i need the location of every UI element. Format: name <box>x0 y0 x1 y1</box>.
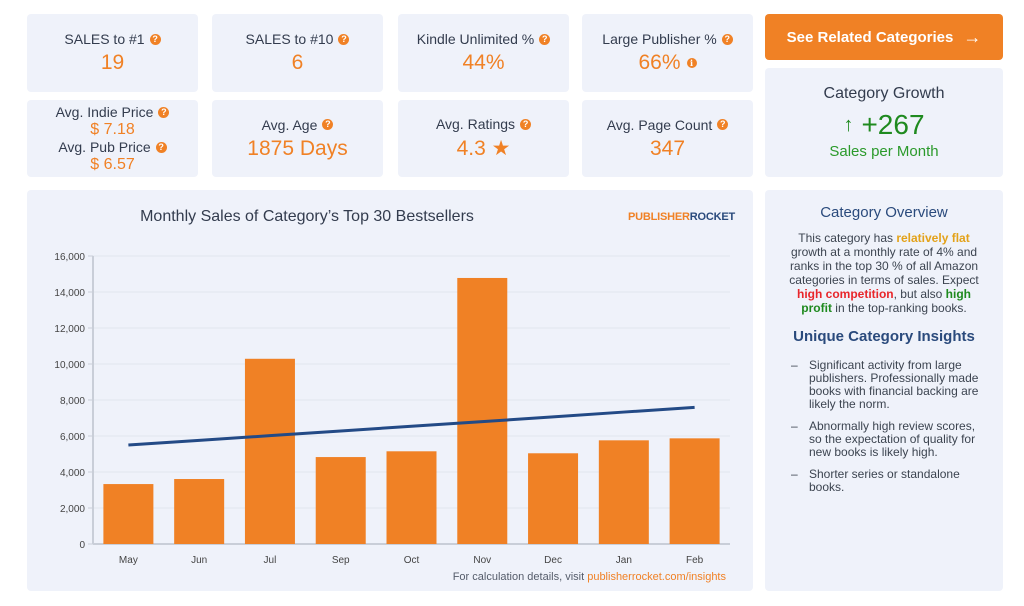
x-tick-label: Sep <box>332 555 350 566</box>
y-tick-label: 6,000 <box>60 432 85 443</box>
stat-label: Avg. Ratings <box>435 116 516 132</box>
stat-card-avg-ratings: Avg. Ratings? 4.3 ★ <box>398 100 569 177</box>
stat-card-avg-page-count: Avg. Page Count? 347 <box>582 100 753 177</box>
stat-label: Avg. Age <box>261 116 318 133</box>
help-icon[interactable]: ? <box>149 33 161 45</box>
stat-label: Avg. Page Count <box>606 116 713 133</box>
x-tick-label: Feb <box>686 555 704 566</box>
pub-price-value: $ 6.57 <box>90 155 135 173</box>
insight-item: – Shorter series or standalone books. <box>791 467 960 494</box>
y-tick-label: 2,000 <box>60 504 85 515</box>
bar-sep <box>315 457 366 544</box>
bar-feb <box>669 438 720 544</box>
stat-card-avg-age: Avg. Age? 1875 Days <box>212 100 383 177</box>
stat-card-large-publisher: Large Publisher %? 66% i <box>582 14 753 92</box>
arrow-up-icon: ↑ <box>843 113 854 136</box>
growth-subtitle: Sales per Month <box>829 143 939 160</box>
x-tick-label: Jun <box>191 555 207 566</box>
help-icon[interactable]: ? <box>158 106 170 118</box>
help-icon[interactable]: ? <box>520 118 532 130</box>
y-tick-label: 12,000 <box>54 324 85 335</box>
bar-jun <box>174 479 225 544</box>
indie-price-value: $ 7.18 <box>90 120 135 138</box>
overview-title: Category Overview <box>820 204 948 221</box>
insights-title: Unique Category Insights <box>793 328 975 345</box>
info-icon[interactable]: i <box>686 58 697 68</box>
bar-oct <box>386 451 437 544</box>
y-tick-label: 0 <box>79 540 85 551</box>
button-label: See Related Categories <box>786 28 954 46</box>
pub-price-label: Avg. Pub Price <box>58 138 151 155</box>
bar-nov <box>457 277 508 544</box>
trend-line <box>128 405 695 447</box>
stat-card-kindle-unlimited: Kindle Unlimited %? 44% <box>398 14 569 92</box>
chart-title: Monthly Sales of Category’s Top 30 Bests… <box>140 208 474 225</box>
calculation-note: For calculation details, visit publisher… <box>452 571 726 583</box>
help-icon[interactable]: ? <box>721 33 733 45</box>
y-tick-label: 16,000 <box>54 252 85 263</box>
overview-text: This category has relatively flat growth… <box>789 231 979 315</box>
arrow-right-icon: → <box>963 26 982 47</box>
stat-card-avg-price: Avg. Indie Price? $ 7.18 Avg. Pub Price?… <box>27 100 198 177</box>
help-icon[interactable]: ? <box>338 33 350 45</box>
category-overview-panel: Category Overview This category has rela… <box>765 190 1003 591</box>
insight-item: – Significant activity from large publish… <box>791 358 979 411</box>
competition-assessment: high competition <box>796 287 894 301</box>
y-tick-label: 8,000 <box>60 396 85 407</box>
stat-card-sales-to-10: SALES to #10? 6 <box>212 14 383 92</box>
help-icon[interactable]: ? <box>155 141 167 153</box>
x-tick-label: Dec <box>544 555 562 566</box>
y-tick-label: 14,000 <box>54 288 85 299</box>
stat-value: 19 <box>100 51 125 74</box>
y-tick-label: 10,000 <box>54 360 85 371</box>
help-icon[interactable]: ? <box>539 33 551 45</box>
chart-panel: Monthly Sales of Category’s Top 30 Bests… <box>27 190 753 591</box>
x-tick-label: Jan <box>616 555 632 566</box>
sales-chart: 0 2,000 4,000 6,000 8,000 10,000 12,000 14,000 1… <box>54 252 730 566</box>
stat-value: 44% <box>462 51 505 74</box>
y-tick-label: 4,000 <box>60 468 85 479</box>
x-tick-label: Jul <box>264 555 277 566</box>
publisher-rocket-logo: PUBLISHERROCKET <box>628 211 736 223</box>
growth-assessment: relatively flat <box>896 231 970 245</box>
insight-item: – Abnormally high review scores, so the e… <box>791 419 976 459</box>
growth-title: Category Growth <box>823 85 945 102</box>
stat-label: Large Publisher % <box>602 31 717 47</box>
bar-may <box>103 484 154 544</box>
stat-label: SALES to #1 <box>64 31 145 47</box>
stat-value: 4.3 ★ <box>456 137 511 160</box>
x-tick-label: Oct <box>404 555 420 566</box>
x-tick-label: Nov <box>473 555 491 566</box>
stat-value: 66% <box>638 51 681 74</box>
bar-jul <box>244 358 295 544</box>
x-tick-label: May <box>119 555 138 566</box>
stat-label: SALES to #10 <box>245 31 334 47</box>
stat-value: 1875 Days <box>247 136 348 160</box>
stat-label: Kindle Unlimited % <box>416 31 535 47</box>
insights-link[interactable]: publisherrocket.com/insights <box>587 571 726 583</box>
help-icon[interactable]: ? <box>717 119 729 130</box>
insights-list: – Significant activity from large publish… <box>781 359 987 494</box>
indie-price-label: Avg. Indie Price <box>55 103 154 120</box>
stat-value: 347 <box>649 136 686 160</box>
bar-dec <box>528 453 579 544</box>
see-related-categories-button[interactable]: See Related Categories → <box>765 14 1003 60</box>
growth-value: +267 <box>861 109 925 140</box>
profit-assessment: high profit <box>801 287 971 315</box>
bar-jan <box>598 440 649 544</box>
stat-value: 6 <box>291 51 304 74</box>
help-icon[interactable]: ? <box>322 119 334 130</box>
stat-card-sales-to-1: SALES to #1? 19 <box>27 14 198 92</box>
category-growth-card: Category Growth ↑ +267 Sales per Month <box>765 68 1003 177</box>
